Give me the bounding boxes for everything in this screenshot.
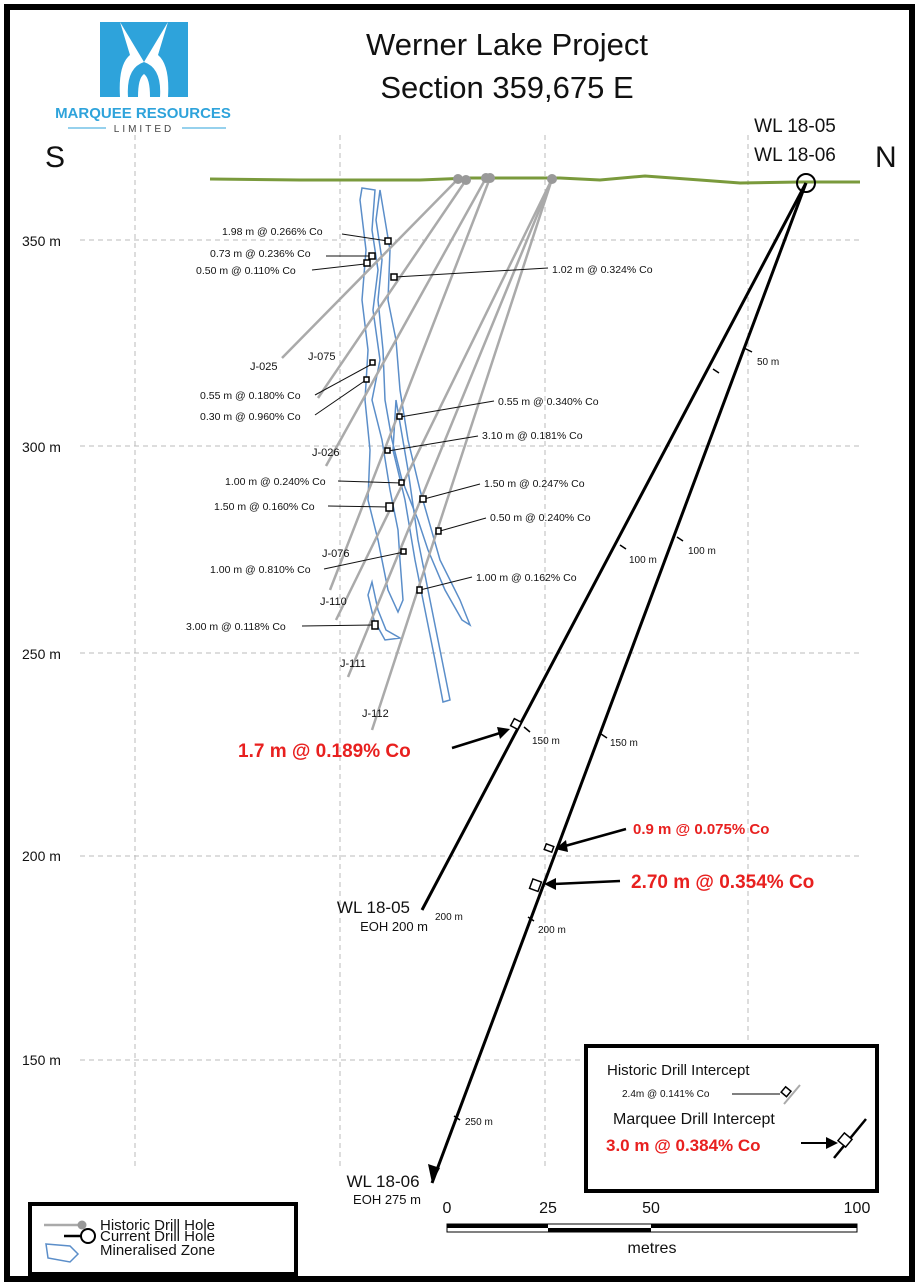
collar-label-wl1806: WL 18-06 <box>754 145 836 166</box>
hole-label-j076: J-076 <box>322 548 350 560</box>
historic-collars <box>453 173 557 185</box>
eoh-wl1805-depth: EOH 200 m <box>360 919 428 934</box>
hole-label-j025: J-025 <box>250 361 278 373</box>
historic-intercept-label: 0.30 m @ 0.960% Co <box>200 411 301 423</box>
historic-intercept-label: 3.10 m @ 0.181% Co <box>482 430 583 442</box>
scale-unit: metres <box>628 1240 677 1257</box>
historic-intercept-label: 0.55 m @ 0.340% Co <box>498 396 599 408</box>
historic-intercept-label: 1.50 m @ 0.160% Co <box>214 501 315 513</box>
marquee-intercept-arrows <box>451 727 627 890</box>
legend-label: Historic Drill Hole <box>100 1217 215 1234</box>
hole-wl1805 <box>420 182 808 911</box>
logo-m-icon <box>100 22 188 97</box>
depth-label: 150 m <box>532 736 560 747</box>
elevation-label: 350 m <box>22 233 61 249</box>
hole-label-j111: J-111 <box>340 658 366 670</box>
elevation-label: 300 m <box>22 439 61 455</box>
historic-intercept-title: Historic Drill Intercept <box>607 1062 750 1079</box>
collar-label-wl1805: WL 18-05 <box>754 116 836 137</box>
historic-intercept-leaders <box>301 233 549 627</box>
title-line1: Werner Lake Project <box>366 27 648 62</box>
depth-label: 200 m <box>435 912 463 923</box>
marquee-intercept-label: 0.9 m @ 0.075% Co <box>633 821 769 838</box>
depth-label: 100 m <box>688 546 716 557</box>
elevation-label: 150 m <box>22 1052 61 1068</box>
hole-wl1806-arrowhead <box>428 1164 440 1183</box>
historic-intercept-label: 0.55 m @ 0.180% Co <box>200 390 301 402</box>
collar-current <box>796 173 816 193</box>
depth-label: 50 m <box>757 357 779 368</box>
historic-intercept-example: 2.4m @ 0.141% Co <box>622 1089 710 1100</box>
historic-intercept-label: 0.50 m @ 0.240% Co <box>490 512 591 524</box>
depth-ticks <box>453 347 753 1121</box>
legend-label: Current Drill Hole <box>100 1228 215 1245</box>
south-label: S <box>45 141 65 174</box>
eoh-wl1805-name: WL 18-05 <box>337 898 410 917</box>
depth-label: 150 m <box>610 738 638 749</box>
depth-label: 250 m <box>465 1117 493 1128</box>
hole-label-j026: J-026 <box>312 447 340 459</box>
depth-label: 200 m <box>538 925 566 936</box>
topography-line <box>209 174 860 185</box>
hole-label-j112: J-112 <box>362 708 389 720</box>
historic-intercept-label: 0.73 m @ 0.236% Co <box>210 248 311 260</box>
elevation-label: 200 m <box>22 848 61 864</box>
historic-intercept-label: 1.50 m @ 0.247% Co <box>484 478 585 490</box>
historic-intercept-label: 1.00 m @ 0.810% Co <box>210 564 311 576</box>
eoh-wl1806-depth: EOH 275 m <box>353 1192 421 1207</box>
marquee-intercept-label: 2.70 m @ 0.354% Co <box>631 872 814 893</box>
legend-zone-swatch <box>45 1243 80 1263</box>
hole-label-j075: J-075 <box>308 351 336 363</box>
title-line2: Section 359,675 E <box>380 70 633 105</box>
historic-intercept-label: 1.00 m @ 0.162% Co <box>476 572 577 584</box>
historic-intercept-label: 0.50 m @ 0.110% Co <box>196 265 296 277</box>
current-drill-holes <box>420 182 808 1184</box>
north-label: N <box>875 141 897 174</box>
logo-name: MARQUEE RESOURCES <box>55 105 231 122</box>
depth-label: 100 m <box>629 555 657 566</box>
historic-intercept-label: 1.98 m @ 0.266% Co <box>222 226 323 238</box>
marquee-intercept-label: 1.7 m @ 0.189% Co <box>238 741 411 762</box>
historic-intercept-label: 1.02 m @ 0.324% Co <box>552 264 653 276</box>
historic-intercept-label: 1.00 m @ 0.240% Co <box>225 476 326 488</box>
grid <box>80 135 860 1170</box>
marquee-logo: MARQUEE RESOURCES LIMITED <box>55 22 231 135</box>
eoh-wl1806-name: WL 18-06 <box>346 1172 419 1191</box>
hole-wl1806 <box>430 182 808 1184</box>
historic-intercept-label: 3.00 m @ 0.118% Co <box>186 621 286 633</box>
scale-bar: 0 25 50 100 metres <box>443 1200 871 1257</box>
historic-intercept-markers <box>363 237 442 630</box>
legend-label: Mineralised Zone <box>100 1242 215 1259</box>
scale-tick: 50 <box>642 1200 660 1217</box>
marquee-intercept-markers <box>509 717 555 893</box>
intercept-legend: Historic Drill Intercept 2.4m @ 0.141% C… <box>584 1044 879 1193</box>
scale-tick: 100 <box>844 1200 871 1217</box>
marquee-intercept-example: 3.0 m @ 0.384% Co <box>606 1136 761 1155</box>
logo-sub: LIMITED <box>114 124 174 135</box>
scale-tick: 25 <box>539 1200 557 1217</box>
hole-label-j110: J-110 <box>320 596 347 608</box>
mineralised-zone <box>359 187 472 703</box>
historic-drill-holes <box>281 177 554 731</box>
legend: Historic Drill Hole Current Drill Hole M… <box>28 1202 298 1276</box>
marquee-intercept-title: Marquee Drill Intercept <box>613 1111 775 1128</box>
elevation-label: 250 m <box>22 646 61 662</box>
scale-tick: 0 <box>443 1200 452 1217</box>
